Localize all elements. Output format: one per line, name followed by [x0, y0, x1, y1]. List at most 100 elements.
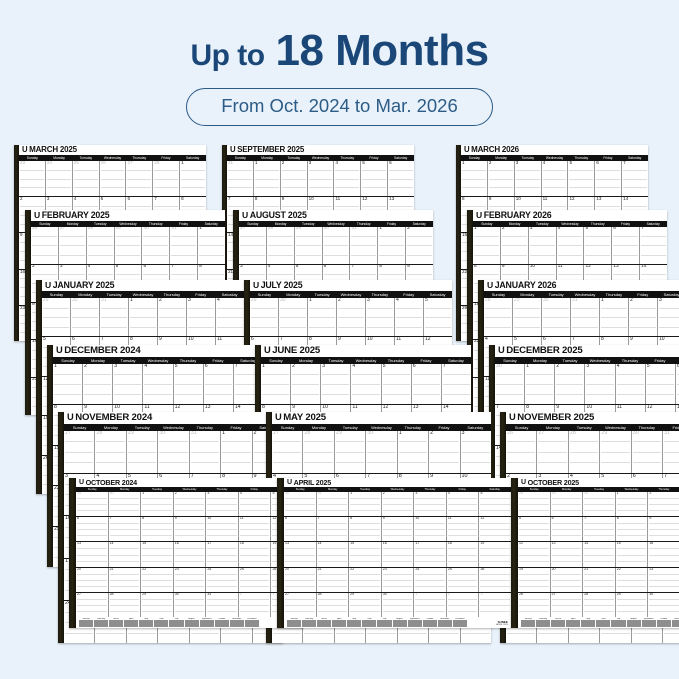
- mini-month[interactable]: January: [79, 618, 94, 627]
- calendar-sheet[interactable]: U OCTOBER 2025 Sunday Monday Tuesday Wednesda…: [511, 478, 679, 628]
- day-cell[interactable]: 7: [109, 517, 142, 542]
- day-cell[interactable]: 1: [129, 298, 158, 337]
- day-cell[interactable]: 19: [479, 542, 511, 566]
- day-cell[interactable]: 29: [295, 227, 323, 264]
- day-cell[interactable]: 6: [204, 364, 234, 404]
- day-cell[interactable]: 1: [141, 492, 174, 517]
- day-cell[interactable]: 20: [551, 567, 584, 592]
- day-cell[interactable]: 5: [382, 364, 412, 404]
- day-cell[interactable]: 28: [518, 492, 551, 517]
- day-cell[interactable]: 28: [109, 592, 142, 618]
- day-cell[interactable]: 30: [71, 298, 100, 337]
- day-cell[interactable]: 7: [442, 364, 471, 404]
- mini-month[interactable]: May: [581, 618, 596, 627]
- day-cell[interactable]: 15: [616, 542, 649, 567]
- day-cell[interactable]: 8: [349, 517, 382, 542]
- day-cell[interactable]: 4: [447, 492, 480, 517]
- day-cell[interactable]: 2: [488, 161, 515, 197]
- day-cell[interactable]: 4: [351, 364, 382, 404]
- day-cell[interactable]: 26: [31, 227, 59, 264]
- day-cell[interactable]: 23: [648, 568, 679, 592]
- day-cell[interactable]: 2: [382, 492, 415, 517]
- day-cell[interactable]: 29: [42, 298, 71, 337]
- day-cell[interactable]: 28: [569, 431, 601, 473]
- day-cell[interactable]: 5: [568, 161, 596, 197]
- day-cell[interactable]: 10: [206, 517, 239, 542]
- mini-month[interactable]: May: [139, 618, 154, 627]
- day-cell[interactable]: 12: [518, 542, 551, 567]
- day-cell[interactable]: 14: [583, 542, 616, 567]
- day-cell[interactable]: 27: [272, 431, 304, 473]
- day-cell[interactable]: 30: [632, 431, 664, 473]
- day-cell[interactable]: 7: [317, 517, 350, 542]
- day-cell[interactable]: 29: [141, 592, 174, 618]
- day-cell[interactable]: 14: [317, 542, 350, 567]
- day-cell[interactable]: 6: [76, 517, 109, 542]
- day-cell[interactable]: 3: [529, 227, 557, 264]
- day-cell[interactable]: 28: [95, 431, 127, 473]
- day-cell[interactable]: 16: [382, 542, 415, 567]
- day-cell[interactable]: 1: [254, 161, 281, 197]
- mini-month[interactable]: September: [407, 618, 422, 627]
- day-cell[interactable]: 28: [87, 227, 115, 264]
- day-cell[interactable]: 26: [479, 568, 511, 592]
- day-cell[interactable]: 6: [612, 227, 641, 264]
- mini-month[interactable]: November: [671, 618, 679, 627]
- day-cell[interactable]: 2: [501, 227, 529, 264]
- day-cell[interactable]: 27: [284, 592, 317, 618]
- day-cell[interactable]: 6: [551, 517, 584, 542]
- day-cell[interactable]: 2: [429, 431, 461, 473]
- mini-month[interactable]: January: [287, 618, 302, 627]
- mini-month[interactable]: March: [317, 618, 332, 627]
- day-cell[interactable]: 21: [317, 567, 350, 592]
- day-cell[interactable]: 30: [382, 592, 415, 618]
- day-cell[interactable]: 7: [622, 161, 648, 196]
- day-cell[interactable]: 23: [382, 567, 415, 592]
- day-cell[interactable]: 6: [388, 161, 414, 196]
- day-cell[interactable]: 27: [551, 592, 584, 618]
- mini-month[interactable]: April: [124, 618, 139, 627]
- mini-month[interactable]: November: [437, 618, 452, 627]
- mini-month[interactable]: December: [452, 618, 467, 627]
- day-cell[interactable]: 1: [461, 161, 488, 197]
- day-cell[interactable]: 2: [174, 492, 207, 517]
- day-cell[interactable]: 9: [648, 517, 679, 541]
- day-cell[interactable]: 29: [616, 592, 649, 618]
- day-cell[interactable]: 25: [73, 161, 100, 197]
- mini-month[interactable]: June: [596, 618, 611, 627]
- day-cell[interactable]: 24: [46, 161, 73, 197]
- day-cell[interactable]: 28: [267, 227, 295, 264]
- day-cell[interactable]: 25: [239, 567, 272, 592]
- day-cell[interactable]: 28: [583, 592, 616, 618]
- day-cell[interactable]: 30: [323, 227, 351, 264]
- day-cell[interactable]: 3: [479, 593, 511, 617]
- mini-month[interactable]: July: [377, 618, 392, 627]
- day-cell[interactable]: 31: [663, 431, 679, 473]
- day-cell[interactable]: 1: [414, 592, 447, 618]
- day-cell[interactable]: 30: [174, 592, 207, 618]
- day-cell[interactable]: 31: [100, 298, 129, 337]
- mini-month[interactable]: August: [626, 618, 641, 627]
- mini-month[interactable]: September: [641, 618, 656, 627]
- day-cell[interactable]: 17: [206, 542, 239, 567]
- day-cell[interactable]: 2: [447, 592, 480, 618]
- day-cell[interactable]: 29: [513, 298, 542, 337]
- day-cell[interactable]: 5: [518, 517, 551, 542]
- day-cell[interactable]: 31: [170, 227, 199, 264]
- day-cell[interactable]: 31: [206, 592, 239, 618]
- day-cell[interactable]: 17: [414, 542, 447, 567]
- day-cell[interactable]: 5: [479, 492, 511, 516]
- day-cell[interactable]: 11: [447, 517, 480, 542]
- day-cell[interactable]: 5: [424, 298, 452, 336]
- day-cell[interactable]: 30: [142, 227, 171, 264]
- day-cell[interactable]: 29: [335, 431, 367, 473]
- day-cell[interactable]: 23: [19, 161, 46, 197]
- day-cell[interactable]: 20: [284, 567, 317, 592]
- day-cell[interactable]: 2: [281, 161, 308, 197]
- day-cell[interactable]: 5: [646, 364, 676, 404]
- mini-month[interactable]: April: [332, 618, 347, 627]
- day-cell[interactable]: 4: [542, 161, 569, 197]
- mini-month[interactable]: May: [347, 618, 362, 627]
- day-cell[interactable]: 6: [412, 364, 442, 404]
- day-cell[interactable]: 27: [59, 227, 87, 264]
